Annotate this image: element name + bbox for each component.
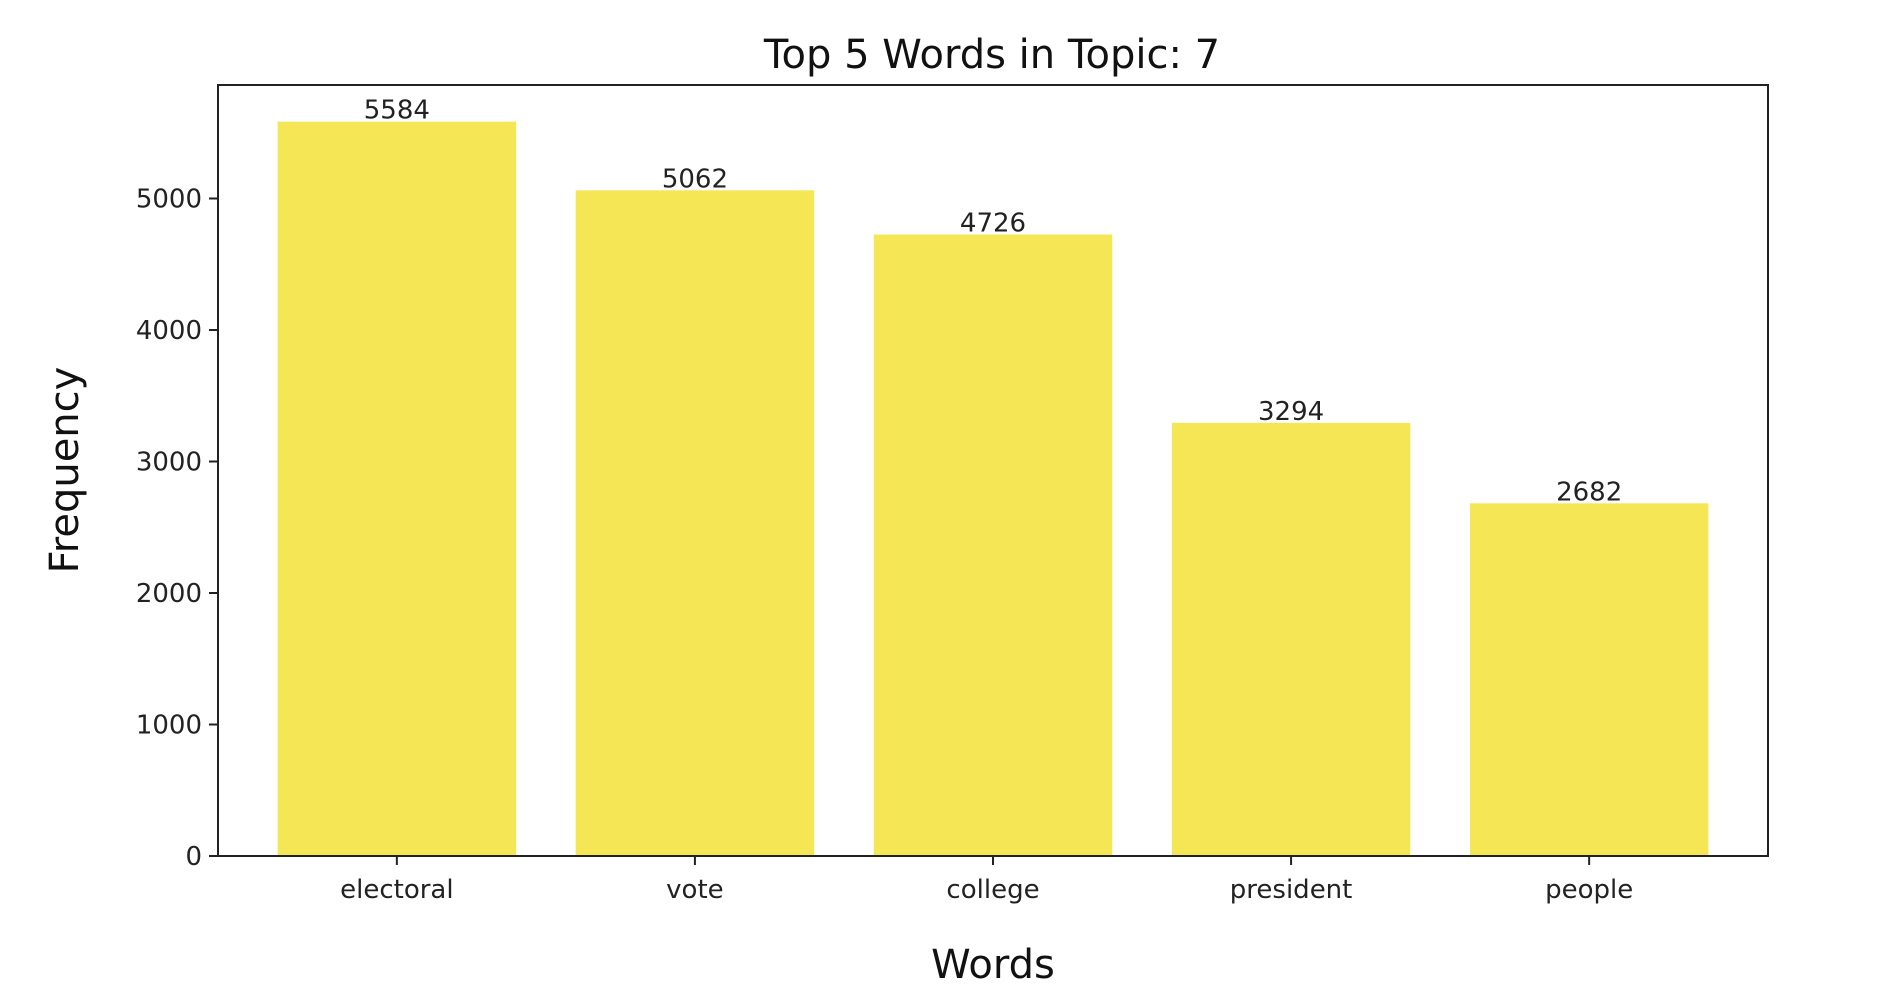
bar-electoral	[277, 121, 517, 856]
y-tick-label: 3000	[136, 447, 202, 477]
bar-value-label: 5062	[662, 164, 728, 194]
bar-value-label: 5584	[364, 96, 430, 126]
bar-college	[873, 234, 1113, 856]
x-axis-title: Words	[931, 942, 1055, 988]
x-tick-label: electoral	[340, 875, 453, 905]
bar-value-label: 3294	[1258, 397, 1324, 427]
bar-president	[1171, 422, 1411, 856]
y-tick-label: 1000	[136, 711, 202, 741]
x-tick-label: people	[1545, 875, 1633, 905]
y-tick-label: 4000	[136, 316, 202, 346]
y-tick-label: 5000	[136, 184, 202, 214]
bars-layer	[277, 121, 1709, 856]
bar-value-label: 4726	[960, 209, 1026, 239]
chart-title: Top 5 Words in Topic: 7	[763, 32, 1220, 78]
x-tick-label: president	[1230, 875, 1353, 905]
y-tick-label: 0	[185, 842, 202, 872]
bar-vote	[575, 190, 815, 856]
bar-labels-layer: 5584 5062 4726 3294 2682	[364, 96, 1622, 508]
x-tick-label: college	[946, 875, 1039, 905]
bar-people	[1469, 503, 1709, 856]
x-tick-label: vote	[666, 875, 723, 905]
bar-value-label: 2682	[1556, 477, 1622, 507]
x-axis: electoral vote college president people	[340, 856, 1633, 905]
y-axis-title: Frequency	[42, 367, 88, 574]
y-tick-label: 2000	[136, 579, 202, 609]
y-axis: 0 1000 2000 3000 4000 5000	[136, 184, 218, 872]
